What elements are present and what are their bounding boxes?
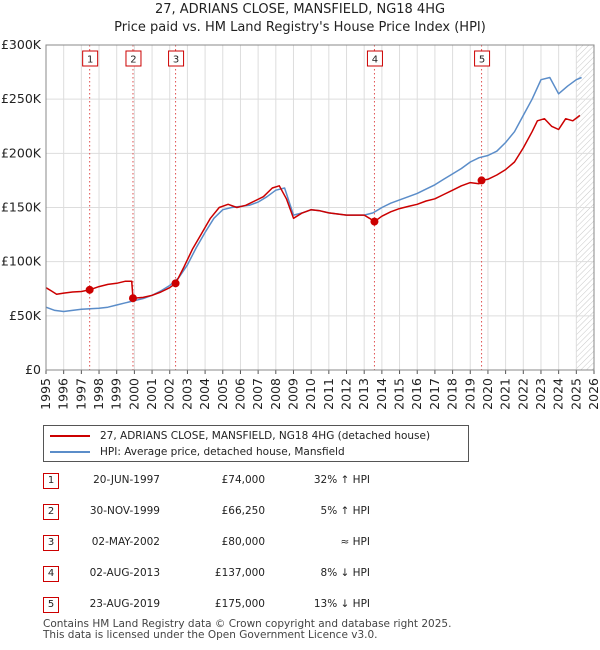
y-tick-label: £150K	[1, 200, 42, 215]
legend-item-property: 27, ADRIANS CLOSE, MANSFIELD, NG18 4HG (…	[50, 428, 430, 444]
transaction-hpi-relation: 5% ↑ HPI	[320, 505, 370, 517]
table-row: 5 23-AUG-2019 £175,000 13% ↓ HPI	[0, 594, 600, 616]
x-tick-label: 2002	[162, 378, 177, 410]
x-tick-label: 1999	[109, 378, 124, 410]
table-row: 2 30-NOV-1999 £66,250 5% ↑ HPI	[0, 501, 600, 523]
x-tick-label: 1998	[91, 378, 106, 410]
table-row: 4 02-AUG-2013 £137,000 8% ↓ HPI	[0, 563, 600, 585]
x-tick-label: 2003	[179, 378, 194, 410]
transaction-number: 5	[43, 597, 59, 613]
sale-number-box	[168, 50, 185, 67]
x-tick-label: 2022	[515, 378, 530, 410]
x-tick-label: 2014	[374, 378, 389, 410]
x-tick-label: 2007	[250, 378, 265, 410]
chart-subtitle: Price paid vs. HM Land Registry's House …	[114, 20, 486, 35]
sale-number-box	[474, 50, 491, 67]
chart-legend: 27, ADRIANS CLOSE, MANSFIELD, NG18 4HG (…	[43, 425, 469, 462]
price-chart: 1 2 3 4 5 £0 £50K £100K £150K £200K £250K £300K 199…	[1, 37, 600, 410]
y-tick-label: £50K	[9, 308, 42, 323]
transaction-number: 1	[43, 473, 59, 489]
sale-number-label: 4	[372, 55, 378, 66]
transaction-number: 4	[43, 566, 59, 582]
transaction-number: 3	[43, 535, 59, 551]
transaction-price: £74,000	[221, 474, 265, 486]
x-tick-label: 2008	[268, 378, 283, 410]
x-tick-label: 2023	[533, 378, 548, 410]
x-tick-label: 2016	[409, 378, 424, 410]
transaction-price: £66,250	[221, 505, 265, 517]
x-tick-label: 2005	[215, 378, 230, 410]
sale-number-box	[125, 50, 142, 67]
x-tick-label: 2011	[321, 378, 336, 410]
transaction-date: 30-NOV-1999	[89, 505, 160, 517]
y-tick-label: £0	[25, 362, 41, 377]
sale-marker	[171, 279, 180, 288]
x-tick-label: 2012	[339, 378, 354, 410]
transaction-number: 2	[43, 504, 59, 520]
sale-number-label: 2	[130, 55, 136, 66]
x-tick-label: 2021	[498, 378, 513, 410]
x-tick-label: 2015	[392, 378, 407, 410]
sale-marker	[85, 285, 94, 294]
footer-note: Contains HM Land Registry data © Crown c…	[43, 619, 451, 641]
x-tick-label: 1995	[38, 378, 53, 410]
sale-marker	[370, 217, 379, 226]
sale-number-label: 3	[173, 55, 179, 66]
transaction-price: £175,000	[214, 598, 265, 610]
legend-blue-line-icon	[50, 451, 90, 453]
transaction-price: £80,000	[221, 536, 265, 548]
sale-number-box	[82, 50, 99, 67]
footer-line-copyright: Contains HM Land Registry data © Crown c…	[43, 618, 452, 630]
sale-marker	[477, 176, 486, 185]
legend-red-line-icon	[50, 435, 90, 437]
y-tick-label: £200K	[1, 145, 42, 160]
x-tick-label: 2020	[480, 378, 495, 410]
x-tick-label: 1997	[73, 378, 88, 410]
sale-number-box	[366, 50, 383, 67]
table-row: 3 02-MAY-2002 £80,000 ≈ HPI	[0, 532, 600, 554]
legend-item-hpi: HPI: Average price, detached house, Mans…	[50, 444, 345, 460]
x-tick-label: 2004	[197, 378, 212, 410]
transaction-hpi-relation: 32% ↑ HPI	[313, 474, 370, 486]
x-tick-label: 2025	[568, 378, 583, 410]
property-price-line	[45, 114, 581, 299]
x-tick-label: 2001	[144, 378, 159, 410]
transaction-hpi-relation: 8% ↓ HPI	[320, 567, 370, 579]
legend-label-hpi: HPI: Average price, detached house, Mans…	[100, 446, 345, 458]
x-tick-label: 2010	[303, 378, 318, 410]
transaction-date: 20-JUN-1997	[93, 474, 160, 486]
x-tick-label: 2000	[126, 378, 141, 410]
footer-line-licence: This data is licensed under the Open Gov…	[43, 629, 378, 641]
y-tick-label: £250K	[1, 91, 42, 106]
x-tick-label: 2026	[586, 378, 600, 410]
legend-label-property: 27, ADRIANS CLOSE, MANSFIELD, NG18 4HG (…	[100, 430, 431, 442]
transaction-price: £137,000	[214, 567, 265, 579]
transaction-date: 23-AUG-2019	[89, 598, 160, 610]
sale-marker	[128, 294, 137, 303]
sale-number-label: 5	[479, 55, 485, 66]
transaction-hpi-relation: ≈ HPI	[340, 536, 370, 548]
transaction-date: 02-MAY-2002	[91, 536, 160, 548]
x-tick-label: 2009	[285, 378, 300, 410]
x-tick-label: 2017	[427, 378, 442, 410]
x-tick-label: 2024	[551, 378, 566, 410]
x-tick-label: 1996	[56, 378, 71, 410]
table-row: 1 20-JUN-1997 £74,000 32% ↑ HPI	[0, 470, 600, 492]
plot-frame	[45, 44, 595, 371]
transaction-hpi-relation: 13% ↓ HPI	[313, 598, 370, 610]
y-tick-label: £100K	[1, 254, 42, 269]
sale-number-label: 1	[87, 55, 93, 66]
x-tick-label: 2019	[462, 378, 477, 410]
y-tick-label: £300K	[1, 37, 42, 52]
x-tick-label: 2006	[232, 378, 247, 410]
chart-title: 27, ADRIANS CLOSE, MANSFIELD, NG18 4HG	[154, 2, 446, 17]
x-tick-label: 2013	[356, 378, 371, 410]
x-tick-label: 2018	[445, 378, 460, 410]
transaction-date: 02-AUG-2013	[89, 567, 160, 579]
